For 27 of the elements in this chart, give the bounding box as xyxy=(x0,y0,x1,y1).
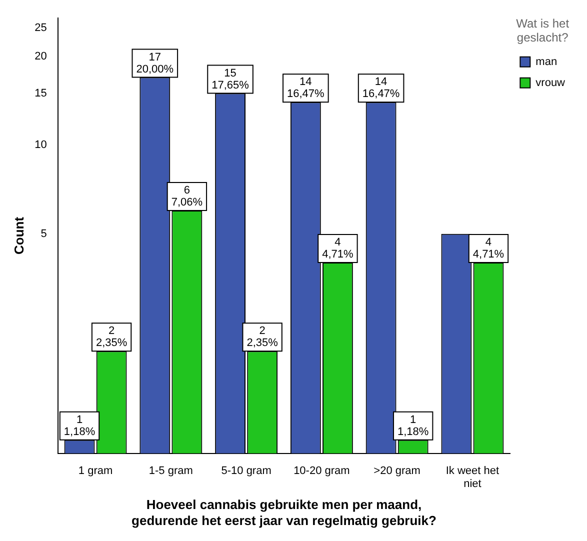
data-label: 2 2,35% xyxy=(246,325,278,350)
x-tick-label: Ik weet het niet xyxy=(446,465,500,490)
y-tick-label: 25 xyxy=(34,22,47,34)
legend-title: Wat is het geslacht? xyxy=(516,16,570,45)
x-axis-title: Hoeveel cannabis gebruikte men per maand, gedurende het eerst jaar van regelmatig gebruik? xyxy=(132,497,436,528)
data-label: 14 16,47% xyxy=(287,76,325,100)
x-tick-label: 10-20 gram xyxy=(294,465,350,478)
y-tick-label: 10 xyxy=(34,139,47,152)
data-label: 1 1,18% xyxy=(64,414,96,438)
data-label: 17 20,00% xyxy=(136,51,174,76)
x-tick-label: 1 gram xyxy=(78,465,113,478)
data-label: 1 1,18% xyxy=(397,414,429,438)
data-label: 15 17,65% xyxy=(212,67,250,92)
y-tick-label: 5 xyxy=(40,228,47,240)
data-label: 14 16,47% xyxy=(362,76,400,100)
x-tick-label: >20 gram xyxy=(374,465,420,478)
y-tick-label: 15 xyxy=(34,87,47,100)
data-label: 4 4,71% xyxy=(472,236,504,260)
legend-label: man xyxy=(536,56,558,68)
data-label: 4 4,71% xyxy=(322,236,354,260)
x-tick-label: 5-10 gram xyxy=(221,465,272,478)
y-tick-label: 20 xyxy=(34,50,47,62)
data-label: 6 7,06% xyxy=(171,184,203,209)
y-axis-title: Count xyxy=(11,216,26,254)
legend-label: vrouw xyxy=(536,76,566,89)
x-tick-label: 1-5 gram xyxy=(148,465,193,478)
data-label: 2 2,35% xyxy=(96,325,128,350)
